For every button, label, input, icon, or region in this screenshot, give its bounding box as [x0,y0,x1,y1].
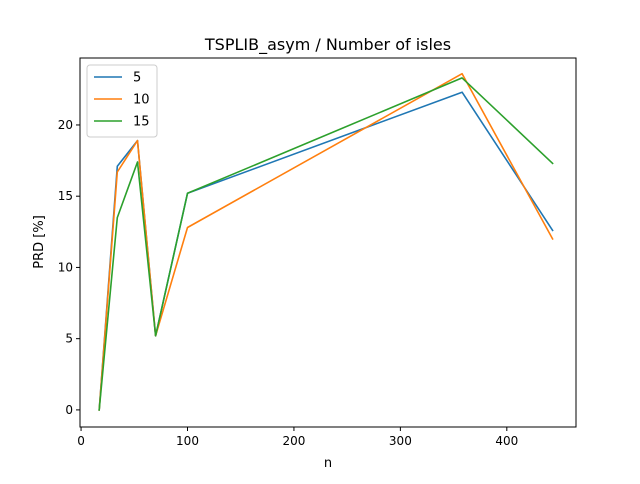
x-tick-label: 0 [77,434,85,448]
y-tick-label: 20 [58,118,73,132]
legend-label: 15 [133,115,150,130]
legend-label: 5 [133,71,141,86]
plot-frame [79,57,577,428]
y-tick-label: 0 [65,403,73,417]
legend: 5 10 15 [86,64,158,138]
legend-label: 10 [133,93,150,108]
x-axis: 0 100 200 300 400 [77,427,518,448]
x-tick-label: 200 [282,434,305,448]
x-tick-label: 400 [495,434,518,448]
x-tick-label: 300 [389,434,412,448]
y-tick-label: 5 [65,332,73,346]
plot-area [98,72,554,411]
y-tick-label: 15 [58,189,73,203]
legend-box [86,64,158,138]
x-tick-label: 100 [176,434,199,448]
y-axis: 0 5 10 15 20 [58,118,80,417]
x-axis-label: n [324,456,332,471]
chart-title: TSPLIB_asym / Number of isles [204,35,451,55]
y-tick-label: 10 [58,260,73,274]
y-axis-label: PRD [%] [32,215,47,269]
series-line-15 [98,77,554,411]
